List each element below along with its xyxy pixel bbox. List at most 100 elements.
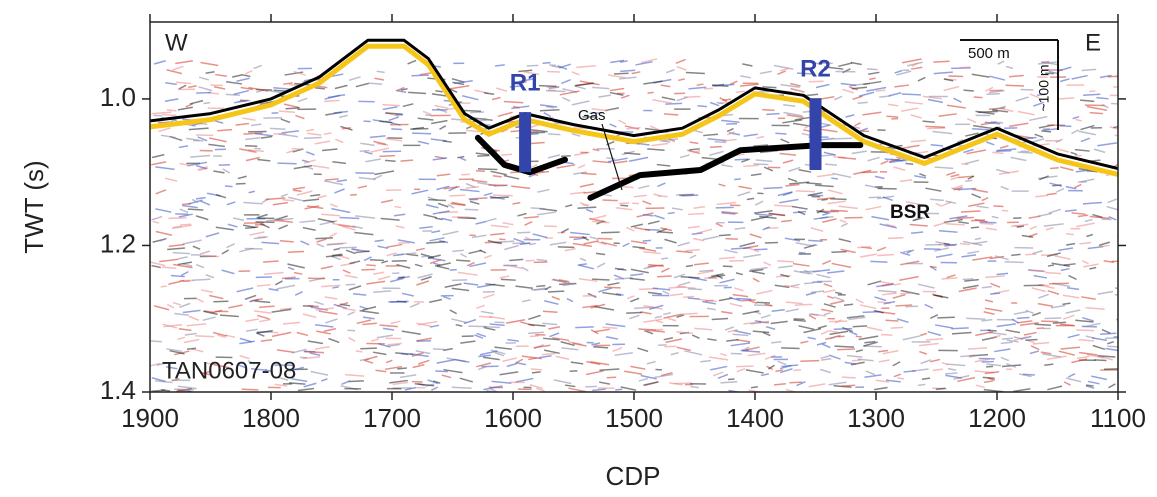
- seismic-texture: [944, 87, 959, 91]
- seismic-texture: [548, 291, 564, 292]
- seismic-texture: [742, 64, 752, 66]
- seismic-texture: [727, 129, 733, 132]
- seismic-texture: [834, 329, 852, 330]
- seismic-texture: [402, 331, 421, 334]
- seismic-texture: [284, 104, 299, 107]
- seismic-texture: [1105, 337, 1124, 338]
- seismic-texture: [961, 164, 968, 165]
- seismic-texture: [820, 369, 831, 372]
- seismic-texture: [810, 245, 817, 246]
- seismic-texture: [349, 286, 361, 290]
- seismic-texture: [828, 190, 843, 194]
- seismic-texture: [528, 332, 544, 333]
- seismic-texture: [1037, 214, 1051, 217]
- seismic-texture: [1066, 234, 1074, 235]
- seismic-texture: [196, 93, 211, 94]
- seismic-texture: [483, 327, 500, 328]
- seismic-texture: [244, 203, 263, 204]
- seismic-texture: [592, 389, 606, 390]
- seismic-texture: [592, 279, 609, 280]
- seismic-texture: [517, 232, 530, 233]
- seismic-texture: [775, 370, 782, 371]
- seismic-texture: [206, 275, 214, 278]
- seismic-texture: [578, 264, 587, 265]
- seismic-texture: [700, 361, 711, 362]
- seismic-texture: [443, 141, 452, 142]
- seismic-texture: [631, 269, 649, 272]
- seismic-texture: [690, 142, 699, 143]
- seismic-texture: [985, 276, 1005, 278]
- seismic-texture: [985, 300, 993, 302]
- seismic-texture: [901, 108, 918, 111]
- seismic-texture: [951, 177, 958, 179]
- seismic-texture: [282, 200, 294, 201]
- seismic-texture: [373, 352, 386, 354]
- seismic-texture: [643, 382, 658, 385]
- seismic-texture: [373, 291, 391, 292]
- seismic-texture: [397, 91, 406, 92]
- seismic-texture: [944, 244, 950, 245]
- seismic-texture: [575, 86, 586, 89]
- seismic-texture: [820, 129, 837, 131]
- seismic-texture: [196, 198, 206, 199]
- seismic-texture: [992, 217, 999, 218]
- seismic-texture: [616, 208, 633, 210]
- seismic-texture: [1056, 149, 1069, 152]
- seismic-texture: [386, 360, 392, 362]
- seismic-texture: [925, 304, 933, 308]
- seismic-texture: [894, 374, 901, 377]
- seismic-texture: [156, 231, 172, 235]
- seismic-texture: [829, 321, 847, 322]
- seismic-texture: [849, 331, 857, 334]
- seismic-texture: [1102, 330, 1111, 334]
- seismic-texture: [1029, 117, 1047, 121]
- seismic-texture: [930, 199, 944, 200]
- seismic-texture: [678, 282, 690, 286]
- seismic-texture: [527, 65, 539, 66]
- seismic-texture: [856, 299, 864, 303]
- seismic-texture: [717, 103, 724, 104]
- seismic-texture: [465, 209, 479, 210]
- seismic-texture: [1058, 98, 1074, 99]
- seismic-texture: [321, 214, 340, 215]
- seismic-texture: [273, 203, 288, 205]
- seismic-texture: [894, 284, 901, 285]
- seismic-texture: [542, 354, 556, 355]
- seismic-texture: [857, 247, 870, 248]
- seismic-texture: [387, 244, 403, 247]
- seismic-texture: [358, 186, 367, 188]
- seismic-texture: [590, 215, 606, 219]
- seismic-texture: [162, 114, 177, 115]
- seismic-texture: [961, 255, 976, 257]
- seismic-texture: [894, 167, 906, 170]
- seismic-texture: [395, 206, 401, 207]
- seismic-texture: [844, 304, 853, 305]
- seismic-texture: [152, 155, 164, 158]
- seismic-texture: [602, 327, 617, 328]
- seismic-texture: [383, 328, 394, 330]
- seismic-texture: [868, 281, 881, 285]
- seismic-texture: [1076, 120, 1082, 121]
- marker-label: R1: [510, 69, 541, 96]
- seismic-texture: [721, 120, 739, 122]
- seismic-texture: [1077, 356, 1089, 358]
- seismic-texture: [657, 165, 670, 166]
- seismic-texture: [435, 266, 449, 269]
- seismic-texture: [456, 325, 463, 326]
- seismic-texture: [893, 295, 906, 299]
- seismic-texture: [1006, 330, 1020, 333]
- seismic-texture: [216, 195, 226, 198]
- seismic-texture: [1115, 295, 1126, 296]
- seismic-texture: [919, 343, 938, 345]
- seismic-texture: [516, 359, 523, 363]
- seismic-texture: [325, 179, 338, 180]
- seismic-texture: [680, 313, 698, 314]
- seismic-texture: [314, 302, 323, 305]
- seismic-texture: [613, 348, 622, 352]
- seismic-texture: [180, 209, 188, 212]
- seismic-texture: [719, 235, 731, 236]
- seismic-texture: [228, 305, 242, 308]
- seismic-texture: [661, 85, 671, 87]
- seismic-texture: [371, 339, 378, 341]
- seismic-texture: [599, 369, 619, 370]
